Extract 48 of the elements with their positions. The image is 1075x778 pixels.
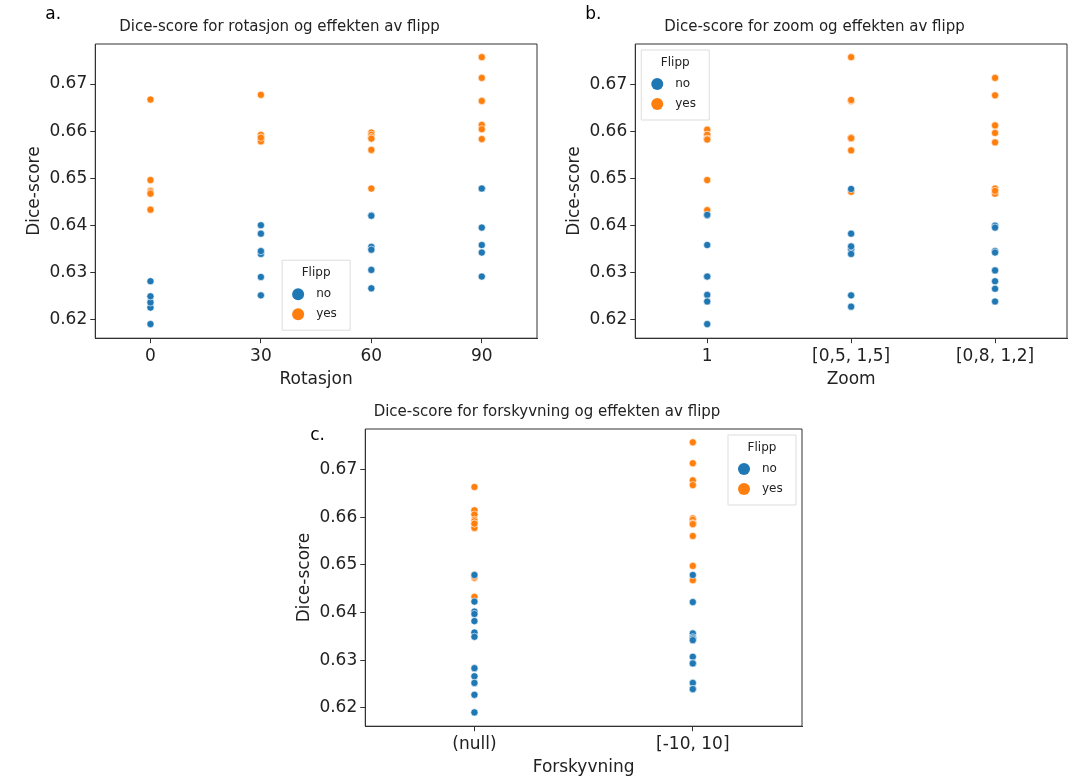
y-tick-label: 0.62 — [589, 308, 628, 329]
x-tick-label: 60 — [360, 344, 383, 365]
x-tick-label: 1 — [701, 344, 713, 365]
y-tick-label: 0.67 — [319, 458, 358, 479]
legend-label: yes — [762, 481, 783, 496]
y-tick-label: 0.66 — [589, 119, 628, 140]
y-tick-label: 0.64 — [319, 600, 358, 621]
y-tick-label: 0.65 — [589, 167, 628, 188]
y-tick-label: 0.65 — [49, 166, 88, 187]
text: b. — [585, 2, 602, 23]
legend-title: Flipp — [747, 440, 777, 455]
x-axis-title: Rotasjon — [279, 368, 353, 389]
y-tick-label: 0.63 — [49, 260, 88, 281]
y-tick-label: 0.62 — [49, 307, 88, 328]
legend-label: no — [762, 461, 777, 476]
y-tick-label: 0.67 — [49, 72, 88, 93]
y-tick-label: 0.66 — [49, 119, 88, 140]
legend-label: no — [675, 76, 691, 91]
y-tick-label: 0.65 — [319, 553, 358, 574]
y-tick-label: 0.64 — [589, 214, 628, 235]
y-tick-label: 0.63 — [319, 648, 358, 669]
x-tick-label: 0 — [145, 344, 156, 365]
legend-label: yes — [675, 96, 696, 111]
text: a. — [45, 2, 62, 23]
y-tick-label: 0.66 — [319, 505, 358, 526]
x-tick-label: 30 — [250, 344, 272, 365]
x-axis-title: Zoom — [826, 368, 876, 389]
legend-label: yes — [316, 306, 337, 321]
y-axis-title: Dice-score — [22, 146, 43, 236]
legend-title: Flipp — [660, 55, 690, 70]
chart-title: Dice-score for zoom og effekten av flipp — [664, 16, 965, 35]
x-tick-label: [0,5, 1,5] — [812, 344, 891, 365]
text: c. — [310, 423, 326, 444]
legend-label: no — [316, 286, 332, 301]
y-tick-label: 0.63 — [589, 261, 628, 282]
y-axis-title: Dice-score — [562, 146, 583, 236]
chart-title: Dice-score for rotasjon og effekten av flipp — [119, 16, 440, 35]
legend-title: Flipp — [301, 265, 331, 280]
y-tick-label: 0.64 — [49, 213, 88, 234]
chart-title: Dice-score for forskyvning og effekten av flipp — [373, 401, 721, 420]
y-tick-label: 0.62 — [319, 696, 358, 717]
y-axis-title: Dice-score — [292, 532, 313, 623]
x-tick-label: [0,8, 1,2] — [955, 344, 1035, 365]
x-axis-title: Forskyvning — [532, 756, 635, 777]
y-tick-label: 0.67 — [589, 72, 628, 93]
x-tick-label: (null) — [452, 732, 497, 753]
x-tick-label: [-10, 10] — [656, 732, 730, 753]
x-tick-label: 90 — [470, 344, 493, 365]
